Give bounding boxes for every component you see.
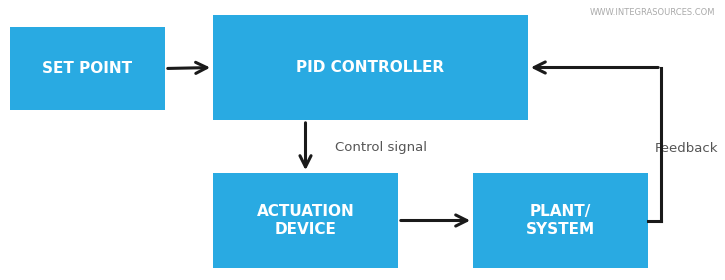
Text: Feedback: Feedback: [655, 141, 718, 155]
Bar: [10, 27, 165, 110]
Bar: [213, 173, 398, 268]
Bar: [473, 173, 648, 268]
Text: WWW.INTEGRASOURCES.COM: WWW.INTEGRASOURCES.COM: [589, 8, 715, 17]
Text: PID CONTROLLER: PID CONTROLLER: [297, 60, 444, 75]
Text: SET POINT: SET POINT: [43, 61, 133, 76]
Text: Control signal: Control signal: [335, 141, 427, 155]
Text: PLANT/
SYSTEM: PLANT/ SYSTEM: [526, 204, 595, 237]
Bar: [213, 15, 528, 120]
Text: ACTUATION
DEVICE: ACTUATION DEVICE: [257, 204, 355, 237]
